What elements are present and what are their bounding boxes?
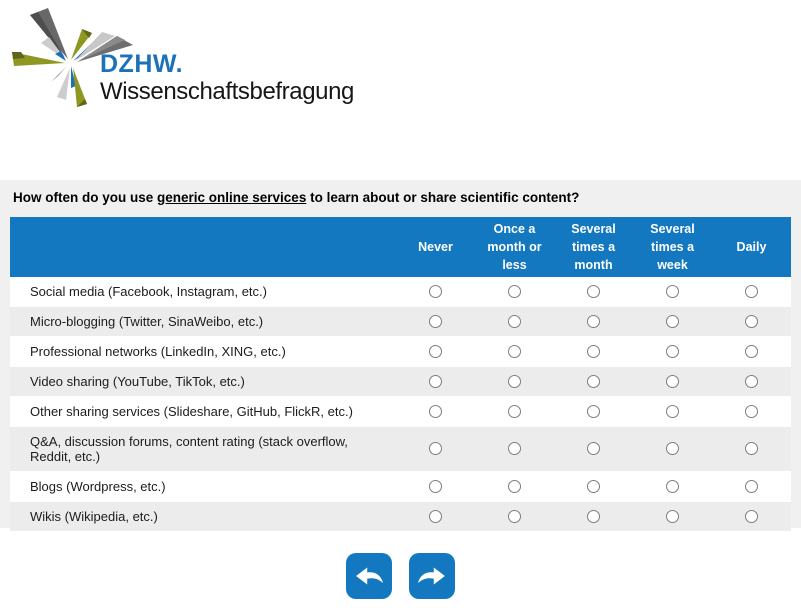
row-label: Wikis (Wikipedia, etc.) <box>30 509 158 524</box>
column-header-never: Never <box>396 217 475 277</box>
radio-option[interactable] <box>745 344 758 358</box>
radio-option[interactable] <box>666 284 679 298</box>
table-row: Video sharing (YouTube, TikTok, etc.) <box>10 366 791 397</box>
question-text: How often do you use generic online serv… <box>13 190 801 205</box>
logo-brand-text: DZHW. <box>100 50 184 78</box>
row-label: Professional networks (LinkedIn, XING, e… <box>30 344 286 359</box>
radio-option[interactable] <box>508 314 521 328</box>
radio-option[interactable] <box>745 284 758 298</box>
radio-option[interactable] <box>666 374 679 388</box>
row-label: Micro-blogging (Twitter, SinaWeibo, etc.… <box>30 314 264 329</box>
table-row: Other sharing services (Slideshare, GitH… <box>10 396 791 427</box>
table-row: Micro-blogging (Twitter, SinaWeibo, etc.… <box>10 306 791 337</box>
arrow-back-icon <box>356 567 384 585</box>
radio-option[interactable] <box>508 284 521 298</box>
radio-option[interactable] <box>508 479 521 493</box>
radio-option[interactable] <box>666 442 679 456</box>
survey-navigation <box>0 553 801 599</box>
radio-option[interactable] <box>429 344 442 358</box>
radio-option[interactable] <box>508 374 521 388</box>
row-label: Social media (Facebook, Instagram, etc.) <box>30 284 267 299</box>
arrow-forward-icon <box>417 567 445 585</box>
table-row: Wikis (Wikipedia, etc.) <box>10 501 791 532</box>
matrix-header-spacer <box>10 217 396 277</box>
radio-option[interactable] <box>429 509 442 523</box>
dzhw-starburst-logo-icon <box>12 8 133 107</box>
radio-option[interactable] <box>745 374 758 388</box>
radio-option[interactable] <box>429 479 442 493</box>
question-suffix: to learn about or share scientific conte… <box>306 190 580 205</box>
radio-option[interactable] <box>587 479 600 493</box>
radio-option[interactable] <box>429 284 442 298</box>
column-header-several-times-a-week: Several times a week <box>633 217 712 277</box>
logo-subtitle-text: Wissenschaftsbefragung <box>100 78 355 105</box>
radio-option[interactable] <box>508 404 521 418</box>
row-label: Q&A, discussion forums, content rating (… <box>30 434 348 464</box>
column-header-daily: Daily <box>712 217 791 277</box>
back-button[interactable] <box>346 553 392 599</box>
radio-option[interactable] <box>745 479 758 493</box>
radio-option[interactable] <box>587 284 600 298</box>
radio-option[interactable] <box>666 479 679 493</box>
radio-option[interactable] <box>508 442 521 456</box>
radio-option[interactable] <box>429 374 442 388</box>
radio-option[interactable] <box>587 374 600 388</box>
table-row: Professional networks (LinkedIn, XING, e… <box>10 336 791 367</box>
radio-option[interactable] <box>745 314 758 328</box>
table-row: Q&A, discussion forums, content rating (… <box>10 426 791 472</box>
radio-option[interactable] <box>508 344 521 358</box>
row-label: Blogs (Wordpress, etc.) <box>30 479 166 494</box>
radio-option[interactable] <box>587 509 600 523</box>
radio-option[interactable] <box>666 509 679 523</box>
question-section: How often do you use generic online serv… <box>0 180 801 532</box>
radio-option[interactable] <box>745 404 758 418</box>
radio-option[interactable] <box>587 314 600 328</box>
table-row: Blogs (Wordpress, etc.) <box>10 471 791 502</box>
header-logo-area: DZHW. Wissenschaftsbefragung <box>0 0 420 125</box>
radio-option[interactable] <box>508 509 521 523</box>
row-label: Other sharing services (Slideshare, GitH… <box>30 404 353 419</box>
column-header-once-a-month-or-less: Once a month or less <box>475 217 554 277</box>
radio-option[interactable] <box>666 404 679 418</box>
radio-option[interactable] <box>587 404 600 418</box>
question-underlined-term: generic online services <box>157 190 307 205</box>
radio-option[interactable] <box>666 344 679 358</box>
row-label: Video sharing (YouTube, TikTok, etc.) <box>30 374 245 389</box>
radio-option[interactable] <box>429 314 442 328</box>
radio-option[interactable] <box>745 509 758 523</box>
table-row: Social media (Facebook, Instagram, etc.) <box>10 277 791 307</box>
column-header-several-times-a-month: Several times a month <box>554 217 633 277</box>
forward-button[interactable] <box>409 553 455 599</box>
radio-option[interactable] <box>666 314 679 328</box>
frequency-matrix-table: Never Once a month or less Several times… <box>10 217 791 532</box>
matrix-header-row: Never Once a month or less Several times… <box>10 217 791 277</box>
radio-option[interactable] <box>587 344 600 358</box>
radio-option[interactable] <box>429 404 442 418</box>
radio-option[interactable] <box>587 442 600 456</box>
question-prefix: How often do you use <box>13 190 157 205</box>
matrix-body: Social media (Facebook, Instagram, etc.)… <box>10 277 791 532</box>
radio-option[interactable] <box>745 442 758 456</box>
radio-option[interactable] <box>429 442 442 456</box>
